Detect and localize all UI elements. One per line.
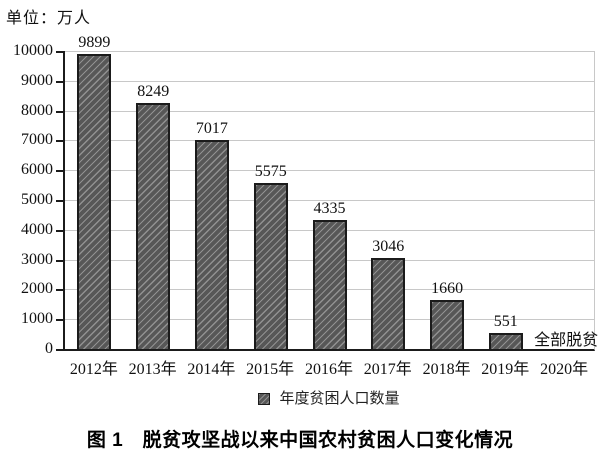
x-axis-tick-label: 2012年 — [69, 361, 118, 378]
gridline — [65, 110, 594, 112]
y-axis-tick-label: 4000 — [21, 220, 53, 238]
gridline — [65, 170, 594, 172]
x-axis-tick-label: 2017年 — [363, 361, 412, 378]
gridline — [65, 51, 594, 52]
y-axis-tick — [56, 259, 63, 262]
y-axis-tick-label: 3000 — [21, 250, 53, 268]
x-axis-tick-label: 2016年 — [304, 361, 354, 378]
x-axis-tick-label: 2020年 — [540, 361, 589, 378]
y-axis-ticks — [56, 51, 63, 353]
y-axis-tick — [56, 51, 63, 53]
caption: 图 1 脱贫攻坚战以来中国农村贫困人口变化情况 — [86, 430, 514, 451]
y-axis-tick — [56, 319, 63, 322]
y-axis-tick-label: 6000 — [21, 161, 53, 179]
y-axis-tick-label: 7000 — [21, 131, 53, 149]
bar-value-label: 9899 — [78, 34, 111, 51]
bar-value-label: 1660 — [431, 279, 464, 297]
y-axis-tick-label: 10000 — [13, 42, 53, 59]
all-lifted-annotation: 全部脱贫 — [534, 332, 599, 349]
y-axis-tick — [56, 110, 63, 113]
bar-value-label: 3046 — [372, 238, 405, 256]
bar-value-label: 5575 — [254, 162, 287, 180]
x-axis-tick-label: 2019年 — [481, 361, 530, 378]
bar-2016年 — [312, 219, 347, 349]
bar-2018年 — [430, 299, 465, 349]
hatched-bar-swatch-icon — [258, 393, 271, 405]
y-axis-tick-label: 2000 — [21, 280, 53, 298]
bar-value-label: 551 — [493, 312, 518, 330]
x-axis-tick-label: 2018年 — [422, 361, 471, 378]
gridline — [65, 80, 594, 82]
bar-2012年 — [77, 54, 112, 349]
bar-2013年 — [136, 103, 171, 349]
plot-area: 全部脱贫 9899 8249 7017 5575 4335 3046 1660 551 — [63, 34, 599, 351]
legend: 年度贫困人口数量 — [63, 391, 595, 407]
x-axis-labels: 2012年 2013年 2014年 2015年 2016年 2017年 2018年 2019年… — [63, 360, 595, 380]
y-axis-tick-label: 0 — [45, 340, 53, 357]
y-axis-tick-label: 5000 — [21, 191, 53, 208]
y-axis-tick-label: 9000 — [21, 71, 53, 89]
y-axis-labels: 0 1000 2000 3000 4000 5000 6000 7000 8000 9000 100… — [0, 42, 53, 357]
bar-2019年 — [488, 332, 523, 349]
gridline — [65, 140, 594, 142]
y-axis-tick — [56, 80, 63, 83]
bar-value-label: 4335 — [313, 199, 346, 217]
bar-value-label: 7017 — [195, 119, 228, 137]
y-axis-tick — [56, 349, 63, 351]
y-axis-tick — [56, 170, 63, 173]
x-axis-tick-label: 2015年 — [246, 361, 295, 378]
bar-value-label: 8249 — [137, 83, 170, 101]
bar-2017年 — [371, 258, 406, 349]
y-axis-tick — [56, 200, 63, 202]
y-axis-tick — [56, 289, 63, 292]
x-axis-tick-label: 2013年 — [128, 361, 177, 378]
unit-label: 单位：万人 — [6, 10, 92, 27]
y-axis-tick — [56, 140, 63, 143]
y-axis-tick-label: 1000 — [21, 310, 53, 328]
gridline — [65, 200, 594, 201]
legend-label: 年度贫困人口数量 — [279, 391, 400, 407]
y-axis-tick — [56, 229, 63, 232]
bar-2014年 — [194, 139, 229, 349]
x-axis-tick-label: 2014年 — [187, 361, 236, 378]
y-axis-tick-label: 8000 — [21, 101, 53, 119]
bar-2015年 — [253, 182, 288, 349]
